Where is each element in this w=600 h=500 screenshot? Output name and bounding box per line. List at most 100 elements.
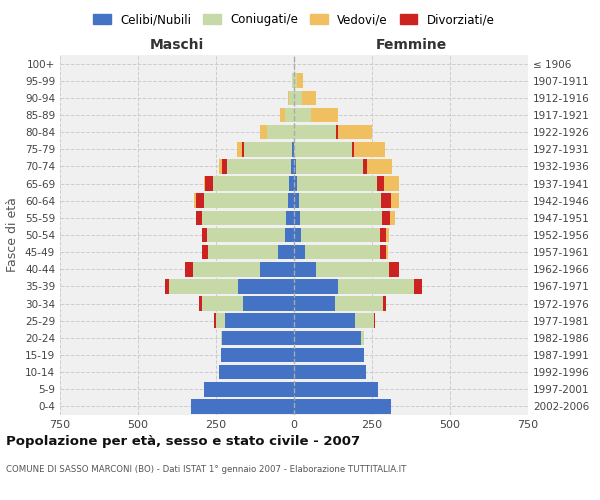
Bar xyxy=(294,348,364,362)
Bar xyxy=(226,314,294,328)
Bar xyxy=(377,176,385,191)
Y-axis label: Fasce di età: Fasce di età xyxy=(7,198,19,272)
Text: Popolazione per età, sesso e stato civile - 2007: Popolazione per età, sesso e stato civil… xyxy=(6,435,360,448)
Bar xyxy=(386,245,388,260)
Bar xyxy=(294,279,338,293)
Bar xyxy=(260,125,268,140)
Bar xyxy=(294,159,296,174)
Bar xyxy=(294,399,391,413)
Bar xyxy=(194,194,196,208)
Bar xyxy=(199,296,202,311)
Bar xyxy=(382,210,390,225)
Bar xyxy=(185,262,193,276)
Bar xyxy=(203,176,205,191)
Bar xyxy=(389,262,398,276)
Bar xyxy=(380,245,386,260)
Bar xyxy=(284,108,294,122)
Bar xyxy=(294,56,295,71)
Bar xyxy=(385,176,398,191)
Bar xyxy=(294,108,311,122)
Bar xyxy=(316,262,389,276)
Bar xyxy=(289,90,294,105)
Bar xyxy=(301,228,380,242)
Bar xyxy=(222,330,294,345)
Bar xyxy=(297,74,303,88)
Bar xyxy=(383,296,386,311)
Bar xyxy=(268,125,294,140)
Bar xyxy=(221,348,294,362)
Bar xyxy=(294,90,302,105)
Bar xyxy=(294,296,335,311)
Bar xyxy=(294,330,361,345)
Bar xyxy=(169,279,238,293)
Bar xyxy=(380,228,386,242)
Text: COMUNE DI SASSO MARCONI (BO) - Dati ISTAT 1° gennaio 2007 - Elaborazione TUTTITA: COMUNE DI SASSO MARCONI (BO) - Dati ISTA… xyxy=(6,465,406,474)
Bar xyxy=(203,382,294,396)
Bar xyxy=(191,399,294,413)
Bar xyxy=(294,245,305,260)
Bar xyxy=(244,142,292,156)
Bar xyxy=(291,159,294,174)
Bar xyxy=(390,210,395,225)
Bar xyxy=(338,279,414,293)
Bar xyxy=(219,365,294,380)
Bar xyxy=(338,125,372,140)
Bar xyxy=(222,159,227,174)
Bar xyxy=(202,210,286,225)
Bar xyxy=(202,296,242,311)
Bar xyxy=(196,194,203,208)
Bar xyxy=(374,314,375,328)
Bar xyxy=(335,296,383,311)
Bar xyxy=(391,194,398,208)
Bar xyxy=(294,125,336,140)
Text: Maschi: Maschi xyxy=(150,38,204,52)
Bar xyxy=(288,90,289,105)
Bar xyxy=(336,125,338,140)
Bar xyxy=(260,262,294,276)
Bar xyxy=(367,159,392,174)
Bar xyxy=(299,210,382,225)
Bar xyxy=(278,245,294,260)
Bar xyxy=(242,296,294,311)
Bar xyxy=(361,330,364,345)
Bar xyxy=(354,142,385,156)
Bar xyxy=(214,314,216,328)
Bar xyxy=(294,176,297,191)
Bar xyxy=(289,176,294,191)
Bar xyxy=(205,176,213,191)
Bar xyxy=(294,228,301,242)
Bar xyxy=(206,228,284,242)
Bar xyxy=(296,159,362,174)
Bar xyxy=(386,228,389,242)
Bar xyxy=(202,228,206,242)
Legend: Celibi/Nubili, Coniugati/e, Vedovi/e, Divorziati/e: Celibi/Nubili, Coniugati/e, Vedovi/e, Di… xyxy=(89,8,499,31)
Bar xyxy=(164,279,169,293)
Bar xyxy=(227,159,291,174)
Text: Femmine: Femmine xyxy=(376,38,446,52)
Bar xyxy=(238,279,294,293)
Bar xyxy=(286,210,294,225)
Bar xyxy=(292,74,294,88)
Bar xyxy=(203,194,288,208)
Bar xyxy=(297,176,377,191)
Bar xyxy=(213,176,289,191)
Bar xyxy=(294,365,366,380)
Bar xyxy=(221,330,222,345)
Bar xyxy=(414,279,422,293)
Bar xyxy=(208,245,278,260)
Bar xyxy=(311,108,338,122)
Bar xyxy=(294,314,355,328)
Bar xyxy=(362,159,367,174)
Bar xyxy=(196,210,202,225)
Bar xyxy=(242,142,244,156)
Bar xyxy=(202,245,208,260)
Bar xyxy=(288,194,294,208)
Bar xyxy=(216,314,226,328)
Bar xyxy=(305,245,380,260)
Bar xyxy=(237,142,242,156)
Bar xyxy=(302,90,316,105)
Bar xyxy=(219,159,222,174)
Bar xyxy=(193,262,260,276)
Bar xyxy=(294,262,316,276)
Bar xyxy=(284,228,294,242)
